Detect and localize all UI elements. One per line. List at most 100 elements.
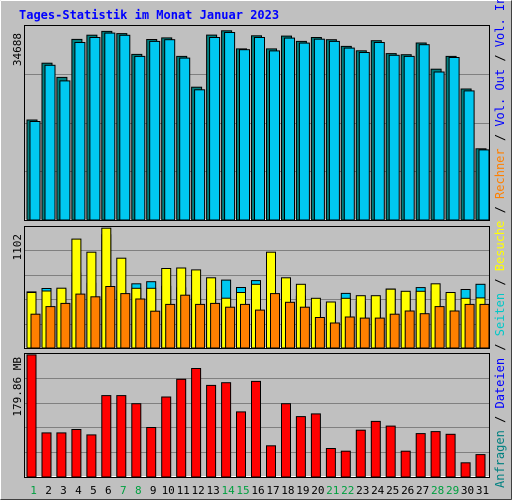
bar-rechner-day-26 xyxy=(404,310,415,349)
legend-part: / xyxy=(493,47,507,69)
bar-rechner-day-19 xyxy=(299,306,310,349)
chart-title: Tages-Statistik im Monat Januar 2023 xyxy=(19,8,279,22)
day-label-2: 2 xyxy=(45,484,52,497)
bar-volumen-day-23 xyxy=(355,429,366,478)
bar-dateien-day-1 xyxy=(29,121,41,221)
bar-dateien-day-18 xyxy=(284,37,295,221)
bar-volumen-day-20 xyxy=(310,413,321,478)
bar-dateien-day-12 xyxy=(194,89,206,221)
bar-rechner-day-10 xyxy=(165,303,176,349)
legend-part: Dateien xyxy=(493,358,507,409)
bar-rechner-day-4 xyxy=(75,293,86,349)
bar-volumen-day-9 xyxy=(146,427,157,478)
bar-dateien-day-25 xyxy=(388,54,400,221)
bar-rechner-day-12 xyxy=(195,303,206,349)
bar-dateien-day-11 xyxy=(179,57,191,221)
day-label-16: 16 xyxy=(251,484,264,497)
bar-dateien-day-3 xyxy=(59,80,71,221)
day-label-9: 9 xyxy=(150,484,157,497)
bar-rechner-day-9 xyxy=(150,310,161,349)
chart-panels: 34688 1102 179.86 MB xyxy=(11,25,490,478)
bar-volumen-day-3 xyxy=(56,432,67,478)
bar-rechner-day-20 xyxy=(314,317,325,349)
day-label-15: 15 xyxy=(236,484,249,497)
bar-rechner-day-23 xyxy=(359,317,370,349)
day-label-3: 3 xyxy=(60,484,67,497)
day-label-29: 29 xyxy=(446,484,459,497)
day-label-31: 31 xyxy=(476,484,489,497)
bar-volumen-day-31 xyxy=(475,454,486,478)
bar-dateien-day-4 xyxy=(74,42,86,221)
bar-volumen-day-17 xyxy=(266,445,276,478)
day-label-21: 21 xyxy=(326,484,339,497)
bar-volumen-day-30 xyxy=(460,462,471,478)
day-label-25: 25 xyxy=(386,484,399,497)
day-label-13: 13 xyxy=(206,484,219,497)
legend-part: Anfragen xyxy=(493,430,507,488)
legend-part: / xyxy=(493,271,507,293)
panel-volume: 179.86 MB xyxy=(11,353,490,478)
series-legend: Anfragen / Dateien / Seiten / Besuche / … xyxy=(493,0,507,488)
day-label-17: 17 xyxy=(266,484,279,497)
bar-dateien-day-22 xyxy=(343,47,355,221)
bar-volumen-day-5 xyxy=(86,434,97,478)
legend-part: Rechner xyxy=(493,148,507,199)
bar-rechner-day-7 xyxy=(120,293,131,349)
bar-dateien-day-20 xyxy=(313,38,325,221)
bar-rechner-day-28 xyxy=(434,306,445,349)
bar-dateien-day-14 xyxy=(224,32,236,221)
bar-rechner-day-25 xyxy=(389,313,400,349)
panel-hits: 34688 xyxy=(11,25,490,221)
bar-dateien-day-23 xyxy=(358,52,370,221)
bar-volumen-day-2 xyxy=(41,432,52,478)
bar-volumen-day-24 xyxy=(370,420,381,478)
bar-dateien-day-10 xyxy=(164,39,176,221)
bar-volumen-day-4 xyxy=(71,429,82,478)
day-label-27: 27 xyxy=(416,484,429,497)
legend-part: / xyxy=(493,409,507,431)
bar-volumen-day-19 xyxy=(295,416,306,478)
bar-volumen-day-27 xyxy=(415,433,426,478)
bar-rechner-day-15 xyxy=(240,303,250,349)
bar-rechner-day-18 xyxy=(285,301,295,349)
bar-volumen-day-18 xyxy=(281,403,291,478)
bar-rechner-day-22 xyxy=(344,316,355,349)
bar-volumen-day-13 xyxy=(206,384,217,478)
legend-part: / xyxy=(493,199,507,221)
bar-dateien-day-30 xyxy=(463,90,475,221)
bar-dateien-day-29 xyxy=(448,57,460,221)
bar-dateien-day-19 xyxy=(298,42,310,221)
bar-dateien-day-9 xyxy=(149,40,161,221)
bar-rechner-day-27 xyxy=(419,313,430,349)
bar-volumen-day-1 xyxy=(26,354,37,478)
bar-volumen-day-11 xyxy=(176,378,187,478)
bar-dateien-day-31 xyxy=(478,149,490,221)
bar-rechner-day-24 xyxy=(374,317,385,349)
day-label-12: 12 xyxy=(191,484,204,497)
legend-part: / xyxy=(493,127,507,149)
bar-rechner-day-31 xyxy=(479,303,490,349)
bar-rechner-day-13 xyxy=(210,302,221,349)
bar-rechner-day-5 xyxy=(90,296,101,349)
bar-volumen-day-8 xyxy=(131,403,142,478)
bar-rechner-day-6 xyxy=(105,286,116,349)
bar-volumen-day-15 xyxy=(236,411,246,478)
bar-dateien-day-13 xyxy=(209,37,221,221)
bar-volumen-day-10 xyxy=(161,396,172,478)
day-label-8: 8 xyxy=(135,484,142,497)
legend-part: Besuche xyxy=(493,221,507,272)
legend-part: Seiten xyxy=(493,293,507,336)
day-label-26: 26 xyxy=(401,484,414,497)
y-axis-max-label: 179.86 MB xyxy=(11,357,24,417)
bar-volumen-day-6 xyxy=(101,395,112,478)
day-label-24: 24 xyxy=(371,484,385,497)
bar-volumen-day-12 xyxy=(191,368,202,478)
bar-rechner-day-11 xyxy=(180,294,191,349)
day-label-23: 23 xyxy=(356,484,369,497)
day-label-1: 1 xyxy=(30,484,37,497)
day-label-7: 7 xyxy=(120,484,127,497)
bar-volumen-day-22 xyxy=(340,450,351,478)
bar-volumen-day-21 xyxy=(325,448,336,478)
bar-dateien-day-17 xyxy=(269,50,280,221)
